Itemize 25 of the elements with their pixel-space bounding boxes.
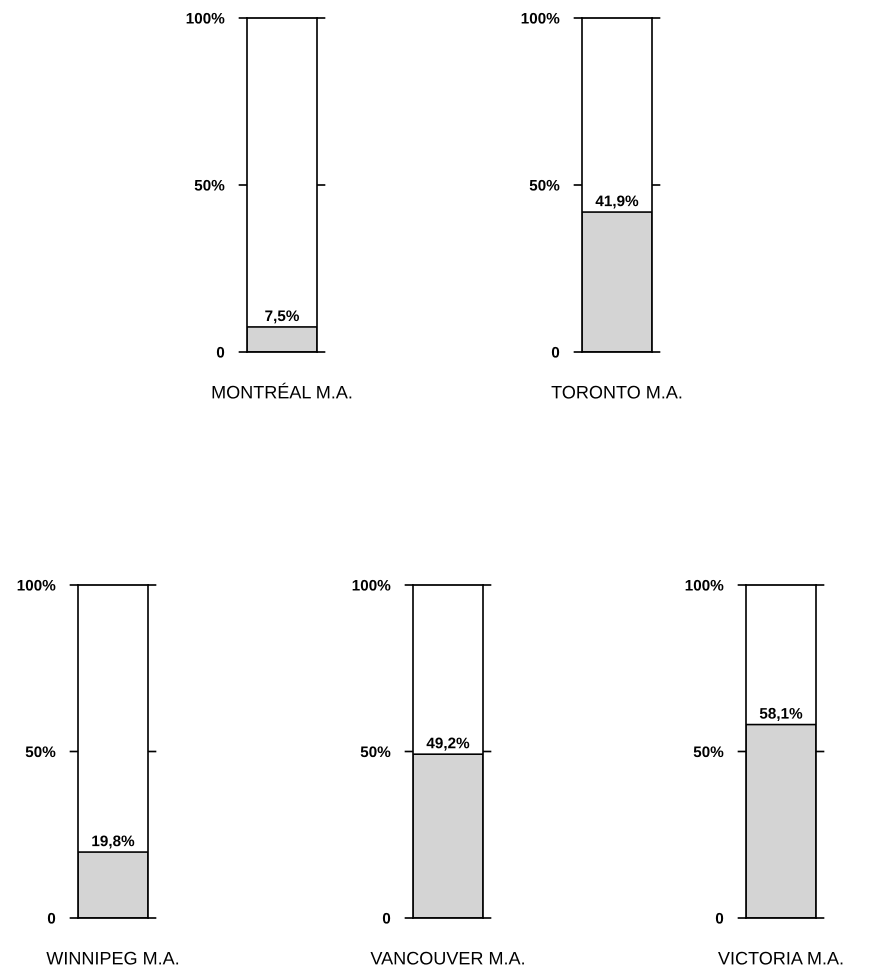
y-tick-label: 0 xyxy=(216,346,224,358)
y-tick-label: 100% xyxy=(522,12,560,24)
data-label: 19,8% xyxy=(92,835,134,848)
x-tick-label: VICTORIA M.A. xyxy=(718,952,842,965)
y-tick-label: 50% xyxy=(530,180,560,191)
x-tick-label: TORONTO M.A. xyxy=(552,386,682,399)
x-tick-label: VANCOUVER M.A. xyxy=(370,952,524,965)
x-tick-label: WINNIPEG M.A. xyxy=(46,952,178,965)
y-tick-label: 0 xyxy=(48,912,56,924)
y-tick-label: 0 xyxy=(716,912,724,924)
y-tick-label: 0 xyxy=(382,912,390,924)
data-label: 41,9% xyxy=(596,195,638,208)
y-tick-label: 100% xyxy=(18,580,56,591)
y-tick-label: 100% xyxy=(352,580,390,591)
x-tick-label: MONTRÉAL M.A. xyxy=(212,382,352,399)
y-tick-label: 50% xyxy=(194,180,224,191)
data-label: 58,1% xyxy=(760,708,802,721)
data-label: 49,2% xyxy=(426,738,470,751)
y-tick-label: 0 xyxy=(552,346,560,358)
y-tick-label: 100% xyxy=(186,12,224,24)
data-label: 7,5% xyxy=(265,310,300,324)
y-tick-label: 50% xyxy=(360,746,390,758)
y-tick-label: 50% xyxy=(26,746,56,758)
y-tick-label: 50% xyxy=(694,746,724,758)
y-tick-label: 100% xyxy=(686,580,724,591)
